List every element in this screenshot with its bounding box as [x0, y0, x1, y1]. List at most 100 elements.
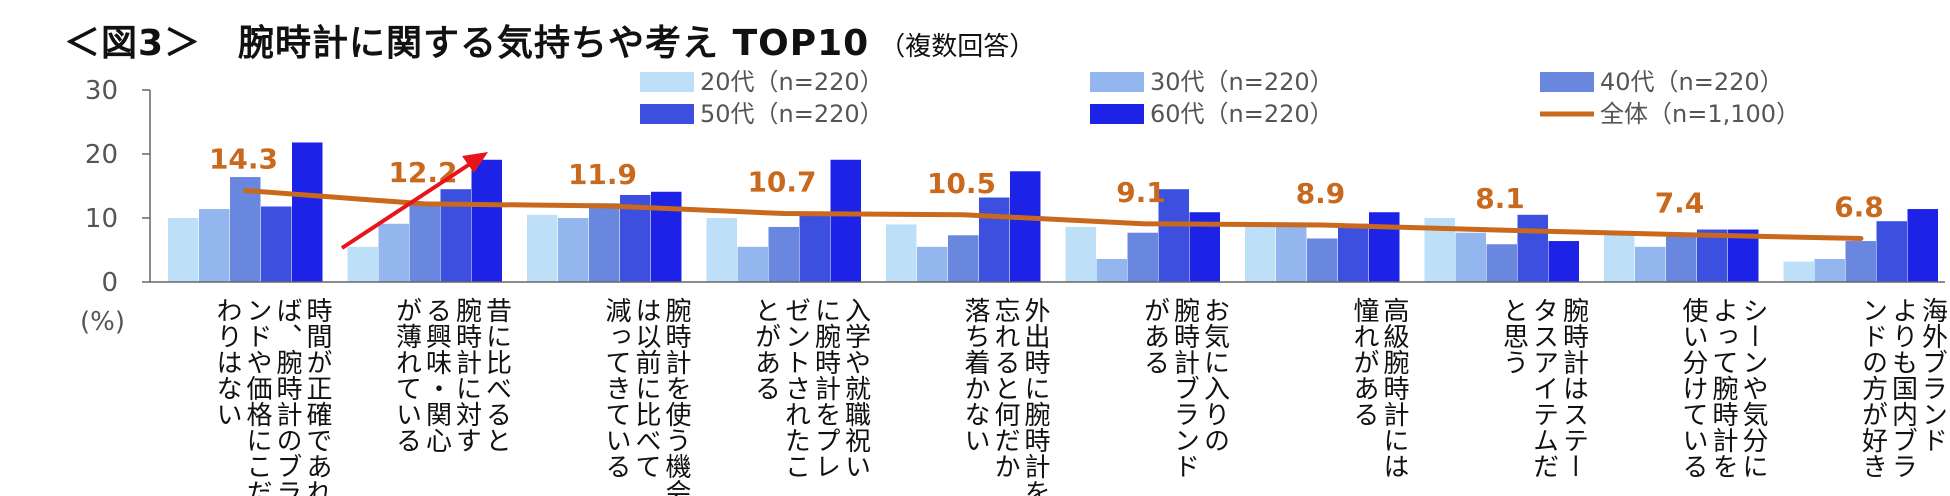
category-label: 減ってきている — [601, 297, 631, 479]
bar-40s — [1845, 241, 1876, 282]
total-data-label: 7.4 — [1655, 187, 1705, 220]
legend-swatch — [1090, 72, 1144, 92]
bar-50s — [1697, 229, 1728, 282]
total-data-label: 8.9 — [1296, 177, 1346, 210]
bar-30s — [1276, 224, 1307, 282]
category-label: ンドや価格にこだ — [242, 297, 272, 496]
category-label: よって腕時計を — [1708, 297, 1738, 479]
category-label: は以前に比べて — [631, 297, 661, 479]
bar-30s — [1455, 232, 1486, 282]
y-tick-label: 20 — [85, 140, 118, 170]
category-label: タスアイテムだ — [1529, 297, 1559, 479]
bar-30s — [917, 246, 948, 282]
category-label: 使い分けている — [1678, 297, 1708, 479]
bar-20s — [1245, 224, 1276, 282]
legend-swatch — [1090, 104, 1144, 124]
bar-30s — [1814, 258, 1845, 282]
category-label: ンドの方が好き — [1858, 297, 1888, 479]
bar-40s — [1127, 232, 1158, 282]
category-label: よりも国内ブラ — [1888, 297, 1918, 479]
category-label: 忘れると何だか — [990, 297, 1020, 479]
bar-20s — [527, 214, 558, 282]
y-tick-label: 30 — [85, 76, 118, 106]
bar-40s — [1666, 235, 1697, 282]
bar-40s — [948, 235, 979, 282]
category-label: 昔に比べると — [482, 297, 512, 453]
category-label: と思う — [1499, 297, 1529, 375]
bar-60s — [1010, 171, 1041, 282]
bar-60s — [1907, 209, 1938, 282]
bar-20s — [347, 246, 378, 282]
bar-20s — [886, 224, 917, 282]
bar-40s — [768, 226, 799, 282]
total-data-label: 10.5 — [927, 167, 996, 200]
category-label: が薄れている — [392, 297, 422, 453]
category-label: がある — [1140, 297, 1170, 375]
total-data-label: 12.2 — [388, 156, 457, 189]
category-label: 腕時計を使う機会 — [661, 297, 691, 496]
bar-30s — [199, 209, 230, 282]
bar-20s — [1065, 226, 1096, 282]
legend-swatch — [640, 72, 694, 92]
bar-60s — [471, 159, 502, 282]
bar-30s — [1096, 258, 1127, 282]
category-label: 腕時計ブランド — [1170, 297, 1200, 479]
total-data-label: 8.1 — [1475, 182, 1525, 215]
chart-title: ＜図3＞ 腕時計に関する気持ちや考え TOP10 — [64, 23, 870, 64]
y-axis-unit-label: (%) — [80, 307, 125, 337]
category-label: お気に入りの — [1200, 297, 1230, 453]
chart-title-row: ＜図3＞ 腕時計に関する気持ちや考え TOP10 （複数回答） — [64, 14, 1035, 74]
bar-60s — [651, 191, 682, 282]
total-data-label: 11.9 — [568, 158, 637, 191]
bar-20s — [706, 218, 737, 282]
bar-50s — [1876, 221, 1907, 282]
category-label: る興味・関心 — [422, 297, 452, 453]
bar-50s — [1338, 223, 1369, 282]
category-label: 入学や就職祝い — [841, 297, 871, 479]
bar-30s — [378, 223, 409, 282]
category-label: に腕時計をプレ — [811, 297, 841, 479]
bar-30s — [558, 218, 589, 282]
category-label: ば、腕時計のブラ — [272, 297, 302, 496]
trend-arrow-head — [462, 152, 488, 173]
category-label: 憧れがある — [1349, 297, 1379, 427]
category-label: 腕時計はステー — [1559, 297, 1589, 479]
category-label: 海外ブランド — [1918, 297, 1948, 453]
bar-40s — [1486, 244, 1517, 282]
total-data-label: 6.8 — [1834, 190, 1884, 223]
bar-50s — [799, 214, 830, 282]
bar-60s — [1548, 241, 1579, 282]
category-label: シーンや気分に — [1738, 297, 1768, 479]
bar-50s — [1517, 214, 1548, 282]
total-data-label: 14.3 — [209, 142, 278, 175]
bar-40s — [1307, 238, 1338, 282]
category-label: 高級腕時計には — [1379, 297, 1409, 479]
bar-20s — [1783, 261, 1814, 282]
legend-label: 60代（n=220） — [1150, 100, 1334, 128]
legend-label: 50代（n=220） — [700, 100, 884, 128]
bar-50s — [1158, 189, 1189, 282]
bar-40s — [409, 203, 440, 282]
category-label: 時間が正確であれ — [302, 297, 332, 496]
bar-20s — [1604, 234, 1635, 282]
legend-label: 40代（n=220） — [1600, 68, 1784, 96]
category-label: 落ち着かない — [960, 297, 990, 453]
category-label: わりはない — [212, 297, 242, 427]
bar-50s — [261, 206, 292, 282]
total-data-label: 9.1 — [1116, 176, 1166, 209]
y-tick-label: 0 — [101, 268, 118, 298]
legend-label: 30代（n=220） — [1150, 68, 1334, 96]
total-data-label: 10.7 — [747, 166, 816, 199]
category-label: とがある — [751, 297, 781, 401]
category-label: 外出時に腕時計を — [1020, 297, 1050, 496]
legend-label: 20代（n=220） — [700, 68, 884, 96]
bar-60s — [1369, 212, 1400, 282]
bar-60s — [292, 142, 323, 282]
category-label: 腕時計に対す — [452, 297, 482, 453]
legend-label: 全体（n=1,100） — [1600, 100, 1800, 128]
bar-60s — [830, 159, 861, 282]
legend-swatch — [1540, 72, 1594, 92]
bar-40s — [589, 203, 620, 282]
y-tick-label: 10 — [85, 204, 118, 234]
